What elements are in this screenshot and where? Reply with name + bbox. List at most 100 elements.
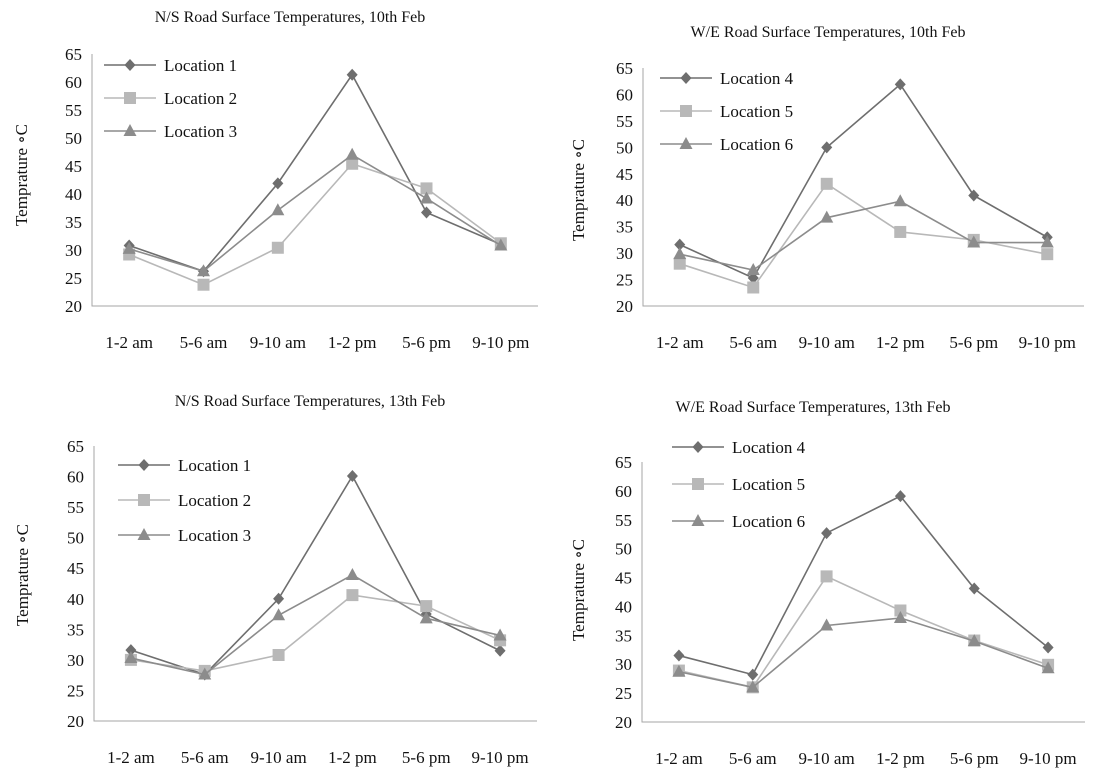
legend-marker xyxy=(691,514,705,526)
data-point xyxy=(346,157,359,170)
legend-entry: Location 5 xyxy=(660,102,793,121)
data-point xyxy=(494,238,508,251)
data-point xyxy=(967,235,981,248)
x-tick-label: 1-2 am xyxy=(656,333,704,352)
chart-title: N/S Road Surface Temperatures, 13th Feb xyxy=(175,393,446,410)
y-tick-label: 60 xyxy=(67,468,84,487)
legend-entry: Location 4 xyxy=(672,438,806,457)
data-point xyxy=(672,664,686,677)
chart-svg: N/S Road Surface Temperatures, 13th Feb 2… xyxy=(13,393,537,767)
data-point xyxy=(821,527,833,540)
series-line xyxy=(130,574,501,676)
series-location-3 xyxy=(122,147,508,277)
legend-entry: Location 1 xyxy=(118,456,251,475)
series-location-6 xyxy=(672,611,1055,693)
data-point xyxy=(346,469,358,482)
legend-label: Location 4 xyxy=(720,69,794,88)
data-point xyxy=(272,608,286,621)
x-tick-label: 9-10 am xyxy=(250,748,306,767)
y-tick-label: 35 xyxy=(65,213,82,232)
y-tick-label: 30 xyxy=(67,651,84,670)
chart-axes xyxy=(91,54,538,307)
legend-entry: Location 5 xyxy=(672,475,805,494)
data-point xyxy=(419,611,433,624)
y-tick-label: 35 xyxy=(616,218,633,237)
data-point xyxy=(894,225,907,238)
data-point xyxy=(967,634,981,647)
data-point xyxy=(421,206,432,219)
series-location-2 xyxy=(123,157,507,291)
series-line xyxy=(130,474,501,676)
x-tick-label: 5-6 pm xyxy=(402,748,451,767)
x-tick-label: 5-6 am xyxy=(729,333,777,352)
data-point xyxy=(820,210,834,223)
legend-label: Location 5 xyxy=(732,475,805,494)
data-point xyxy=(746,263,760,276)
x-tick-label: 9-10 am xyxy=(250,333,306,352)
data-point xyxy=(420,600,433,613)
data-point xyxy=(893,194,907,207)
y-tick-label: 45 xyxy=(67,559,84,578)
series-line xyxy=(679,200,1048,271)
legend-marker xyxy=(680,105,692,117)
x-tick-label: 5-6 am xyxy=(180,333,228,352)
series-location-4 xyxy=(673,490,1054,681)
chart-svg: W/E Road Surface Temperatures, 13th Feb 2… xyxy=(569,399,1085,768)
data-point xyxy=(272,177,284,190)
data-point xyxy=(345,567,359,580)
y-tick-label: 20 xyxy=(67,712,84,731)
legend-marker xyxy=(679,137,693,149)
data-point xyxy=(123,248,136,261)
y-tick-label: 65 xyxy=(67,437,84,456)
data-point xyxy=(271,241,284,254)
legend-label: Location 1 xyxy=(164,56,237,75)
y-tick-label: 50 xyxy=(67,529,84,548)
y-tick-label: 50 xyxy=(65,129,82,148)
data-point xyxy=(1042,641,1054,654)
data-point xyxy=(1041,248,1054,261)
legend-marker xyxy=(138,459,150,471)
y-tick-label: 25 xyxy=(67,681,84,700)
legend-label: Location 3 xyxy=(178,526,251,545)
data-point xyxy=(673,247,687,260)
x-tick-label: 5-6 am xyxy=(729,749,777,768)
series-location-4 xyxy=(674,78,1053,284)
y-axis-label: Temprature ∘C xyxy=(569,539,588,641)
y-tick-label: 20 xyxy=(616,297,633,316)
legend-marker xyxy=(124,59,136,71)
series-line xyxy=(678,495,1049,676)
data-point xyxy=(893,611,907,623)
legend-entry: Location 3 xyxy=(104,122,237,141)
y-tick-label: 65 xyxy=(65,45,82,64)
y-tick-label: 45 xyxy=(615,569,632,588)
y-tick-label: 40 xyxy=(615,597,632,616)
legend-marker xyxy=(124,92,136,104)
x-tick-label: 1-2 am xyxy=(655,749,703,768)
y-tick-label: 25 xyxy=(615,684,632,703)
y-tick-label: 20 xyxy=(615,713,632,732)
y-tick-label: 20 xyxy=(65,297,82,316)
y-tick-label: 60 xyxy=(65,73,82,92)
x-tick-label: 5-6 pm xyxy=(950,749,999,768)
chart-title: N/S Road Surface Temperatures, 10th Feb xyxy=(155,9,426,26)
legend-entry: Location 2 xyxy=(118,491,251,510)
legend-entry: Location 3 xyxy=(118,526,251,545)
data-point xyxy=(894,78,906,91)
y-tick-label: 55 xyxy=(616,112,633,131)
series-location-3 xyxy=(124,567,507,680)
data-point xyxy=(272,649,285,661)
y-tick-label: 55 xyxy=(615,511,632,530)
series-line xyxy=(130,594,501,672)
y-tick-label: 40 xyxy=(65,185,82,204)
x-tick-label: 1-2 pm xyxy=(876,333,925,352)
data-point xyxy=(494,644,506,657)
x-tick-label: 5-6 am xyxy=(181,748,229,767)
data-point xyxy=(820,570,833,583)
x-tick-label: 1-2 am xyxy=(105,333,153,352)
y-tick-label: 35 xyxy=(67,620,84,639)
series-location-2 xyxy=(124,589,507,677)
series-line xyxy=(678,617,1049,689)
series-line xyxy=(679,83,1048,280)
chart-we-10feb: W/E Road Surface Temperatures, 10th Feb 2… xyxy=(548,0,1097,385)
data-point xyxy=(122,241,136,254)
